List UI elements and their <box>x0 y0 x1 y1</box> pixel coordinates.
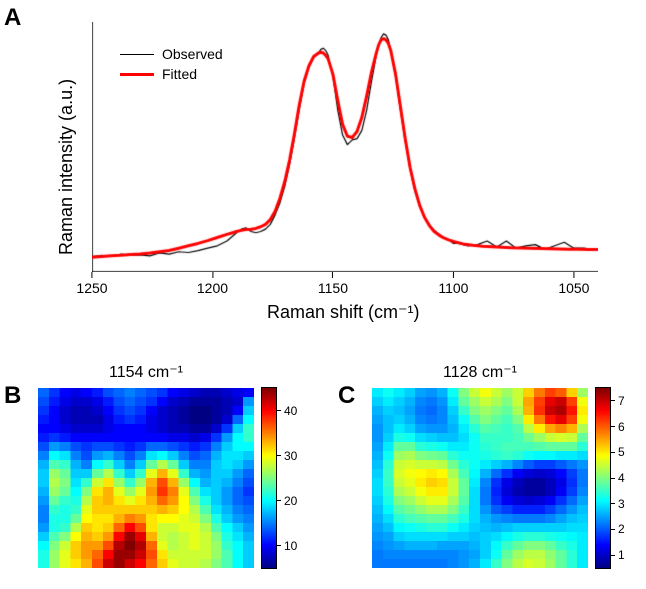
heatmap-b-canvas <box>38 388 254 568</box>
panel-b-label: B <box>4 382 21 410</box>
legend-label: Observed <box>162 46 223 62</box>
colorbar-tick: 4 <box>610 471 625 485</box>
x-tick: 1250 <box>76 272 107 296</box>
colorbar-tick: 3 <box>610 497 625 511</box>
colorbar-c <box>596 388 610 568</box>
x-axis-ticks: 12501200115011001050 <box>92 272 598 300</box>
x-tick: 1100 <box>438 272 468 296</box>
colorbar-tick: 6 <box>610 420 625 434</box>
panel-b-heatmap: 1154 cm⁻¹ <box>38 388 254 568</box>
x-tick: 1200 <box>197 272 228 296</box>
legend-label: Fitted <box>162 66 197 82</box>
colorbar-tick: 20 <box>276 494 297 508</box>
x-axis-label: Raman shift (cm⁻¹) <box>267 302 420 323</box>
legend-item: Fitted <box>120 66 223 82</box>
legend-item: Observed <box>120 46 223 62</box>
colorbar-tick: 10 <box>276 539 297 553</box>
colorbar-tick: 1 <box>610 548 625 562</box>
colorbar-c-canvas <box>596 388 610 568</box>
x-tick: 1050 <box>558 272 589 296</box>
colorbar-tick: 7 <box>610 394 625 408</box>
y-axis-label: Raman intensity (a.u.) <box>56 79 77 255</box>
chart-legend: Observed Fitted <box>120 46 223 86</box>
panel-a-label: A <box>4 4 21 32</box>
colorbar-tick: 2 <box>610 522 625 536</box>
legend-swatch <box>120 54 154 55</box>
legend-swatch <box>120 73 154 76</box>
colorbar-tick: 5 <box>610 445 625 459</box>
panel-c-label: C <box>338 382 355 410</box>
panel-c-title: 1128 cm⁻¹ <box>372 362 588 382</box>
panel-b-title: 1154 cm⁻¹ <box>38 362 254 382</box>
heatmap-c-canvas <box>372 388 588 568</box>
colorbar-tick: 40 <box>276 404 297 418</box>
x-tick: 1150 <box>318 272 348 296</box>
colorbar-tick: 30 <box>276 449 297 463</box>
panel-c-heatmap: 1128 cm⁻¹ <box>372 388 588 568</box>
colorbar-b <box>262 388 276 568</box>
colorbar-b-canvas <box>262 388 276 568</box>
